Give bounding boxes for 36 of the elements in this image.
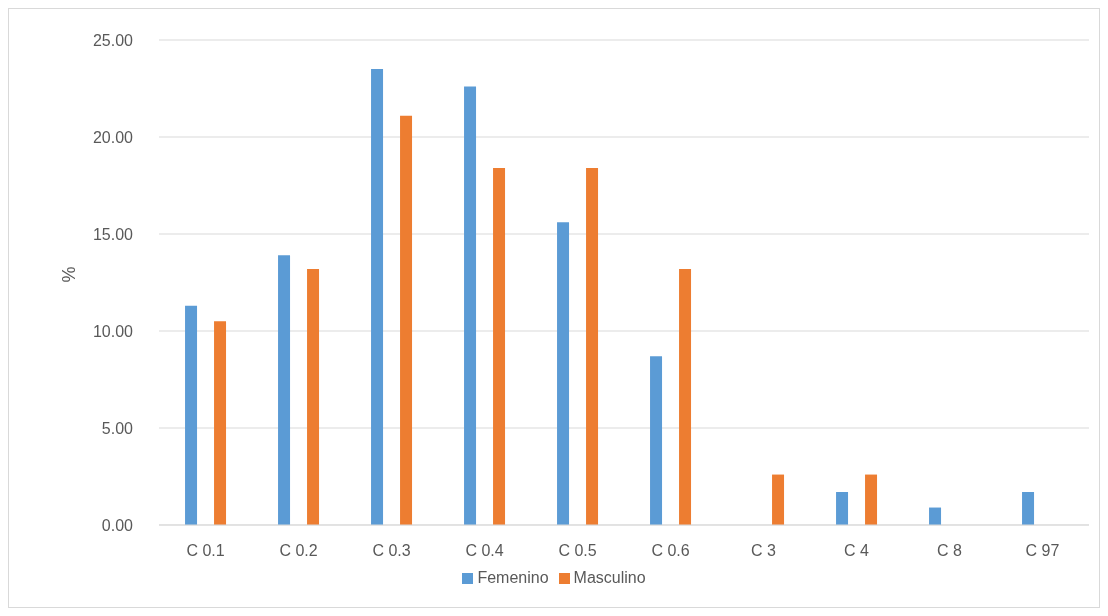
- x-tick-label: C 0.3: [372, 542, 411, 560]
- bar: [586, 168, 599, 525]
- x-tick-label: C 0.4: [465, 542, 504, 560]
- bar: [278, 255, 291, 525]
- bar: [185, 305, 198, 525]
- bar: [371, 69, 384, 525]
- x-tick-label: C 8: [937, 542, 963, 560]
- bar: [307, 268, 320, 525]
- y-axis-title: %: [59, 266, 80, 283]
- x-tick-label: C 0.2: [279, 542, 318, 560]
- y-tick-label: 5.00: [101, 419, 134, 437]
- x-tick-label: C 4: [844, 542, 870, 560]
- x-tick-label: C 97: [1025, 542, 1060, 560]
- bar: [464, 86, 477, 525]
- bar: [865, 474, 878, 525]
- y-tick-label: 20.00: [92, 128, 134, 146]
- y-tick-label: 10.00: [92, 322, 134, 340]
- legend-label: Masculino: [573, 569, 646, 586]
- bar: [836, 492, 849, 525]
- bar: [214, 321, 227, 525]
- bar: [400, 115, 413, 525]
- y-tick-label: 0.00: [101, 516, 134, 534]
- legend-label: Femenino: [477, 569, 549, 586]
- x-tick-label: C 0.5: [558, 542, 597, 560]
- x-tick-label: C 0.6: [651, 542, 690, 560]
- bar: [1022, 492, 1035, 525]
- bar: [557, 222, 570, 525]
- y-tick-label: 15.00: [92, 225, 134, 243]
- bar: [679, 268, 692, 525]
- bar: [772, 474, 785, 525]
- bar: [493, 168, 506, 525]
- bar: [929, 507, 942, 525]
- x-tick-label: C 0.1: [186, 542, 225, 560]
- y-tick-label: 25.00: [92, 31, 134, 49]
- bar: [650, 356, 663, 525]
- x-tick-label: C 3: [751, 542, 777, 560]
